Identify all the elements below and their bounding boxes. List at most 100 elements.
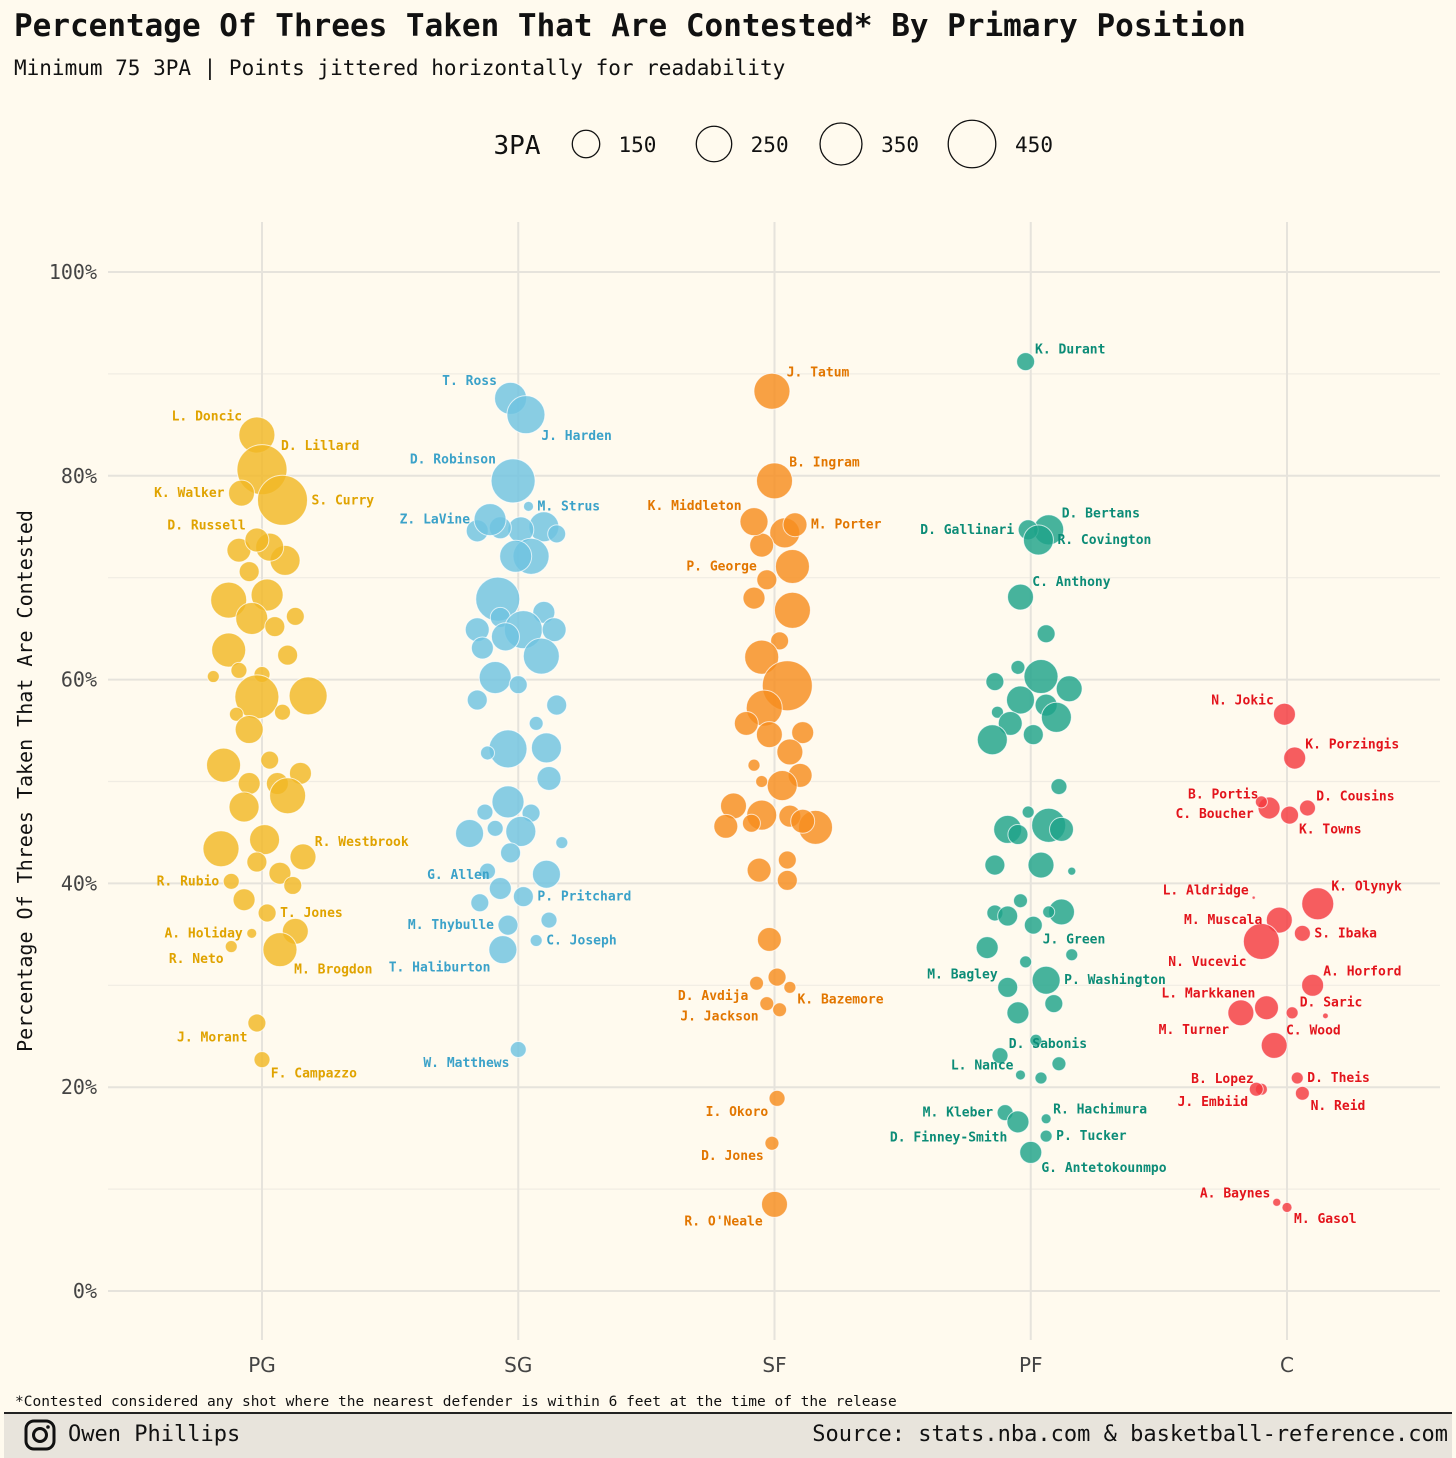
player-point-labeled [1016,352,1036,372]
player-label: N. Jokic [1211,694,1274,709]
player-point-labeled [1301,973,1325,997]
player-label: B. Portis [1188,787,1258,802]
player-point-labeled [1023,915,1043,935]
player-point [1322,1012,1329,1020]
player-point-labeled [490,458,536,504]
player-label: M. Strus [538,499,601,514]
player-label: A. Horford [1323,965,1401,980]
player-label: K. Porzingis [1305,737,1399,752]
player-point [1027,851,1055,879]
player-point [230,661,248,679]
player-point-labeled [1248,1081,1264,1097]
player-point [1029,1033,1043,1047]
player-point-labeled [224,940,238,954]
player-label: L. Doncic [172,409,242,424]
player-point [210,581,248,619]
player-label: K. Walker [154,486,225,501]
player-point [288,676,328,716]
player-point-labeled [1293,924,1311,942]
player-point [500,842,522,864]
player-label: D. Sabonis [1009,1037,1087,1052]
player-point [770,631,790,651]
player-point [531,859,561,889]
player-point-labeled [529,933,543,947]
player-point [1065,948,1079,962]
player-point-labeled [256,474,309,526]
player-point [273,703,292,721]
player-point [491,785,525,819]
legend-title: 3PA [494,131,541,161]
player-point [508,675,528,695]
player-point [985,672,1005,692]
player-point-labeled [1019,1140,1043,1164]
player-point [1051,1056,1067,1072]
player-point [1021,805,1035,819]
player-point [202,830,240,868]
player-point-labeled [497,914,519,936]
player-point-labeled [1280,805,1300,825]
player-point-labeled [488,935,518,965]
player-label: D. Gallinari [920,523,1014,538]
player-point [486,819,504,837]
player-point-labeled [257,903,277,923]
player-point [772,1002,788,1018]
player-point [478,862,497,880]
player-point-labeled [1260,1031,1288,1059]
player-point-labeled [783,980,797,994]
player-point [277,644,299,666]
player-point [744,639,780,675]
player-point [713,813,739,839]
footnote: *Contested considered any shot where the… [15,1394,897,1410]
player-label: D. Finney-Smith [890,1131,1007,1146]
legend-size-label: 450 [1015,133,1053,157]
player-point [749,532,775,558]
x-tick-label: PG [248,1353,276,1377]
player-point [540,911,558,929]
player-point [1019,955,1033,969]
player-point-labeled [1014,1069,1027,1081]
player-point [206,670,220,684]
player-point-labeled [1281,1201,1293,1213]
player-point [975,936,999,960]
player-point [733,710,759,736]
player-point [555,836,569,850]
player-label: S. Curry [312,493,375,508]
player-point-labeled [756,569,778,591]
y-tick-label: 0% [73,1279,97,1303]
player-point [528,715,544,731]
player-label: P. Pritchard [537,890,631,905]
player-point-labeled [753,372,791,410]
player-point [478,661,512,695]
player-point-labeled [1298,799,1317,817]
player-point-labeled [1301,887,1335,921]
player-label: J. Embiid [1178,1095,1248,1110]
player-label: A. Holiday [164,926,242,941]
player-point [466,689,488,711]
player-point [530,732,562,764]
player-point [285,606,305,626]
y-tick-label: 100% [49,260,97,284]
player-label: M. Turner [1159,1023,1230,1038]
x-tick-label: C [1280,1353,1294,1377]
player-point-labeled [759,996,775,1012]
player-label: R. Rubio [157,874,220,889]
player-point [742,586,766,610]
player-point-labeled [1242,922,1280,960]
player-label: T. Jones [280,906,343,921]
player-point [984,854,1006,876]
player-label: P. Tucker [1056,1129,1127,1144]
player-point [1036,624,1056,644]
player-point [488,729,528,769]
player-point-labeled [1031,965,1061,995]
player-point [234,715,264,745]
player-label: C. Boucher [1175,807,1253,822]
player-point-labeled [764,1135,780,1151]
player-label: D. Cousins [1316,789,1394,804]
player-label: N. Vucevic [1168,955,1246,970]
player-point [755,721,783,749]
player-point [790,808,816,834]
legend-size-circle [695,125,733,163]
player-point-labeled [506,395,546,435]
chart-subtitle: Minimum 75 3PA | Points jittered horizon… [14,56,786,80]
